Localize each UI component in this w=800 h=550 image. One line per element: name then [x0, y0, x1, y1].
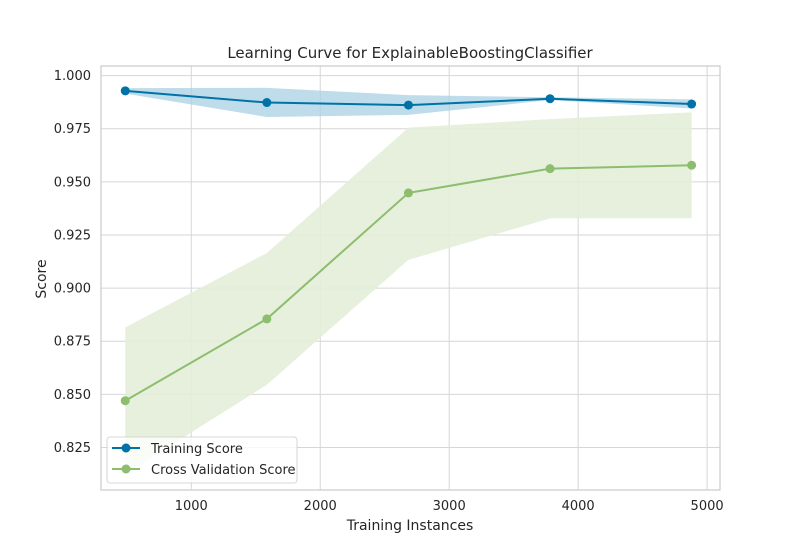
training-score-point: [120, 86, 130, 96]
legend-label-training-score: Training Score: [150, 442, 243, 457]
x-axis-label: Training Instances: [346, 518, 474, 534]
x-tick-label: 5000: [691, 499, 724, 514]
y-axis-label: Score: [34, 259, 50, 298]
legend-marker-training-score: [121, 443, 131, 453]
training-score-point: [545, 94, 555, 104]
y-tick-label: 1.000: [54, 69, 91, 84]
y-tick-label: 0.875: [54, 335, 91, 350]
cross-validation-score-point: [120, 396, 130, 406]
y-tick-label: 0.925: [54, 228, 91, 243]
training-score-point: [403, 100, 413, 110]
legend-box: [106, 436, 298, 484]
y-tick-label: 0.825: [54, 441, 91, 456]
cross-validation-score-band: [125, 112, 692, 475]
y-tick-label: 0.950: [54, 175, 91, 190]
y-tick-label: 0.850: [54, 388, 91, 403]
training-score-point: [262, 98, 272, 108]
x-tick-labels: 1000 2000 3000 4000 5000: [175, 499, 724, 514]
series-points: [120, 86, 697, 406]
x-tick-label: 4000: [562, 499, 595, 514]
y-tick-labels: 0.825 0.850 0.875 0.900 0.925 0.950 0.975 1.000: [54, 69, 91, 456]
cross-validation-score-point: [403, 188, 413, 198]
cross-validation-score-point: [687, 160, 697, 170]
legend-marker-cross-validation-score: [121, 464, 131, 474]
x-tick-label: 2000: [304, 499, 337, 514]
plot-frame: [100, 65, 721, 491]
x-tick-label: 3000: [433, 499, 466, 514]
y-tick-label: 0.900: [54, 282, 91, 297]
training-score-point: [687, 99, 697, 109]
chart-title: Learning Curve for ExplainableBoostingCl…: [227, 44, 593, 62]
legend-label-cross-validation-score: Cross Validation Score: [151, 463, 296, 478]
cross-validation-score-point: [545, 164, 555, 174]
legend: Training Score Cross Validation Score: [106, 436, 298, 484]
x-tick-label: 1000: [175, 499, 208, 514]
cross-validation-score-point: [262, 314, 272, 324]
y-tick-label: 0.975: [54, 122, 91, 137]
